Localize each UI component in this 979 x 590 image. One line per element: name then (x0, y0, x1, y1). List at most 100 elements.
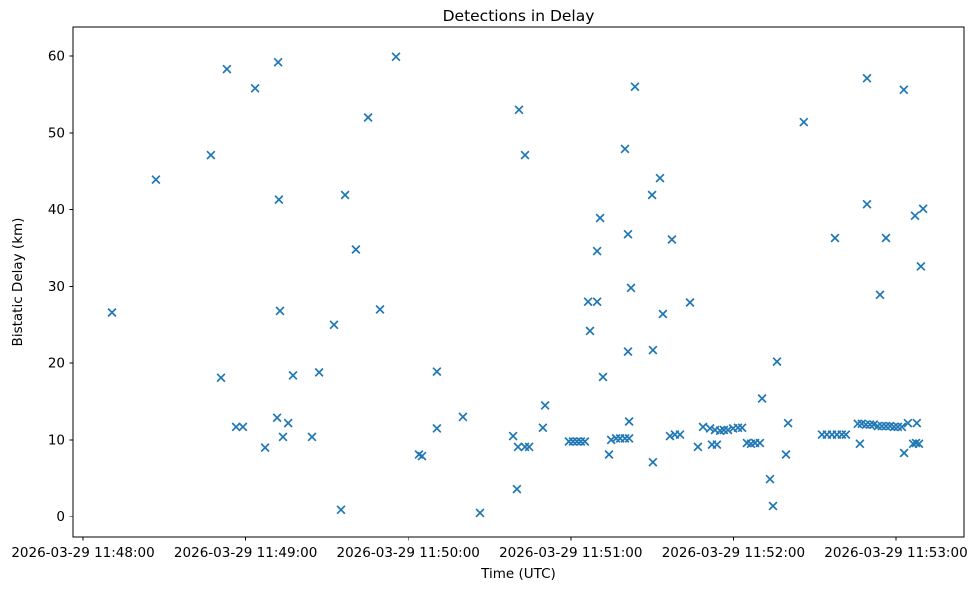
data-point-marker (432, 367, 442, 377)
data-point-marker (853, 419, 863, 429)
data-point-marker (585, 326, 595, 336)
x-tick-label: 2026-03-29 11:51:00 (499, 545, 642, 561)
x-tick-label: 2026-03-29 11:49:00 (174, 545, 317, 561)
data-point-marker (655, 173, 665, 183)
data-point-marker (862, 73, 872, 83)
data-point-marker (513, 442, 523, 452)
data-point-marker (583, 297, 593, 307)
data-point-marker (514, 105, 524, 115)
y-tick-label: 40 (48, 202, 65, 218)
data-point-marker (723, 425, 733, 435)
data-point-marker (592, 246, 602, 256)
data-point-marker (336, 505, 346, 515)
data-point-marker (757, 393, 767, 404)
data-point-marker (918, 204, 928, 214)
data-point-marker (283, 418, 293, 428)
data-point-marker (781, 449, 791, 460)
data-point-marker (524, 442, 534, 452)
y-tick-label: 50 (48, 125, 65, 141)
data-point-marker (458, 412, 468, 422)
data-point-marker (564, 436, 574, 447)
data-point-marker (432, 423, 442, 433)
data-point-marker (737, 423, 747, 433)
data-point-marker (512, 484, 522, 494)
data-point-marker (620, 433, 630, 443)
y-tick-label: 20 (48, 356, 65, 372)
data-point-marker (620, 144, 630, 154)
data-point-marker (865, 420, 875, 430)
y-tick-label: 10 (48, 432, 65, 448)
data-point-marker (216, 373, 226, 383)
data-point-marker (572, 436, 582, 447)
data-point-marker (272, 413, 282, 423)
data-point-marker (693, 442, 703, 452)
data-point-marker (540, 400, 550, 410)
plot-border (72, 26, 965, 538)
data-point-marker (222, 64, 232, 74)
data-point-marker (830, 233, 840, 243)
data-point-marker (274, 195, 284, 205)
data-point-marker (916, 261, 926, 271)
x-tick-label: 2026-03-29 11:52:00 (662, 545, 805, 561)
y-tick-label: 0 (56, 509, 65, 525)
data-point-marker (363, 112, 373, 123)
data-point-marker (837, 430, 847, 440)
data-point-marker (768, 501, 778, 511)
data-point-marker (580, 436, 590, 447)
data-point-marker (475, 508, 485, 518)
data-point-marker (658, 309, 668, 319)
data-point-marker (914, 439, 924, 449)
data-point-marker (911, 438, 921, 448)
y-tick-label: 30 (48, 279, 65, 295)
data-point-marker (520, 442, 530, 452)
data-point-marker (595, 213, 605, 223)
data-point-marker (278, 432, 288, 442)
data-point-marker (508, 431, 518, 441)
data-point-marker (260, 443, 270, 453)
data-point-marker (520, 150, 530, 160)
data-point-marker (841, 430, 851, 440)
data-point-marker (592, 297, 602, 307)
data-point-marker (799, 117, 809, 127)
data-point-marker (685, 297, 695, 308)
data-point-marker (206, 150, 216, 160)
data-point-marker (881, 233, 891, 243)
data-point-marker (903, 418, 913, 428)
data-point-marker (630, 82, 640, 92)
data-point-marker (877, 421, 887, 431)
data-point-marker (340, 190, 350, 200)
data-point-marker (647, 190, 657, 200)
data-point-marker (765, 474, 775, 484)
data-point-marker (648, 457, 658, 467)
data-point-marker (231, 422, 241, 432)
data-point-marker (667, 234, 677, 245)
data-point-marker (705, 423, 715, 433)
data-point-marker (712, 440, 722, 450)
data-point-marker (329, 320, 339, 330)
data-point-marker (273, 57, 283, 67)
data-point-marker (862, 199, 872, 209)
data-point-marker (648, 345, 658, 355)
data-point-marker (783, 418, 793, 428)
x-tick-label: 2026-03-29 11:53:00 (824, 545, 967, 561)
data-point-marker (899, 448, 909, 458)
y-axis-label: Bistatic Delay (km) (10, 218, 26, 347)
data-point-marker (375, 304, 385, 314)
data-point-marker (675, 430, 685, 440)
data-point-marker (899, 85, 909, 95)
data-point-marker (314, 367, 324, 377)
data-point-marker (698, 422, 708, 432)
data-point-marker (875, 290, 885, 300)
data-point-marker (391, 52, 401, 62)
data-point-marker (250, 83, 260, 93)
y-tick-label: 60 (48, 49, 65, 65)
data-point-marker (604, 449, 614, 460)
scatter-points (107, 52, 928, 518)
data-point-marker (624, 416, 634, 427)
x-axis-label: Time (UTC) (480, 566, 556, 582)
data-point-marker (910, 211, 920, 221)
data-point-marker (151, 175, 161, 185)
data-point-marker (238, 422, 248, 432)
data-point-marker (598, 372, 608, 382)
